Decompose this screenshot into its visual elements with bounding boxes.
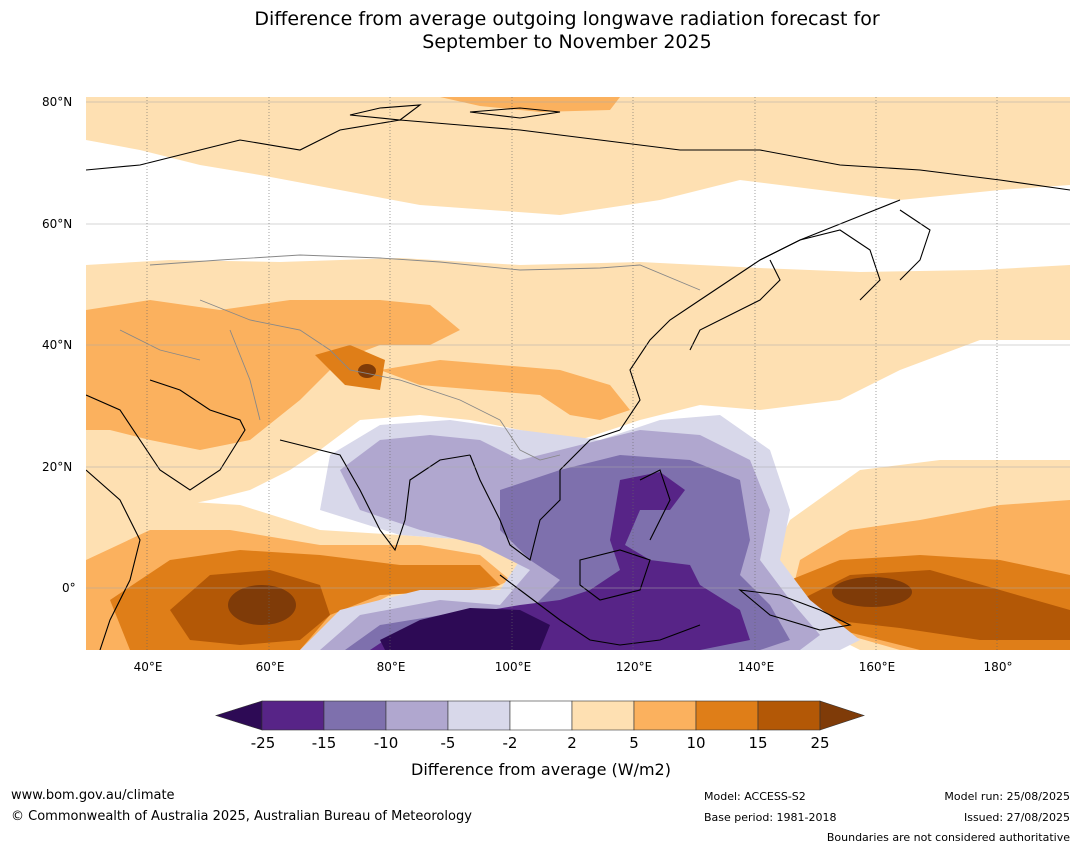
lat-label-20n: 20°N <box>42 460 73 474</box>
coast-arctic-islands <box>349 104 561 121</box>
chart-title: Difference from average outgoing longwav… <box>0 8 1081 54</box>
meridians <box>146 97 998 650</box>
lon-label-180: 180° <box>983 660 1013 674</box>
coast-indochina <box>469 429 621 561</box>
anomaly-orange-middle-east <box>86 300 460 450</box>
coast-philippines <box>639 469 671 541</box>
colorbar-tick: -25 <box>250 734 276 752</box>
lon-label-80e: 80°E <box>376 660 406 674</box>
colorbar-tick: -15 <box>311 734 337 752</box>
colorbar-tick: -10 <box>373 734 399 752</box>
lon-label-40e: 40°E <box>133 660 163 674</box>
model-name: Model: ACCESS-S2 <box>704 790 806 803</box>
colorbar-tick: 25 <box>810 734 830 752</box>
anomaly-orange-arctic <box>440 97 620 112</box>
lat-label-80n: 80°N <box>42 95 73 109</box>
coast-kamchatka <box>899 209 931 281</box>
anomaly-darkest-brown-pacific <box>832 577 912 607</box>
anomaly-brown-tibet <box>358 364 376 378</box>
coast-okhotsk <box>759 229 881 301</box>
boundaries-disclaimer: Boundaries are not considered authoritat… <box>826 831 1070 844</box>
colorbar-tick: 10 <box>686 734 706 752</box>
lon-label-100e: 100°E <box>494 660 532 674</box>
colorbar-tick: -5 <box>440 734 456 752</box>
lat-label-60n: 60°N <box>42 217 73 231</box>
graticule <box>86 101 1070 589</box>
anomaly-darkest-brown-indian <box>228 585 296 625</box>
coast-africa-east <box>86 469 141 650</box>
coast-russia-north <box>86 119 1070 191</box>
lon-label-60e: 60°E <box>255 660 285 674</box>
colorbar-tick: -2 <box>502 734 518 752</box>
anomaly-light-orange-arctic <box>86 97 1070 215</box>
anomaly-darkest-purple <box>380 608 550 650</box>
anomaly-dark-orange-tibet <box>315 345 385 390</box>
title-line-2: September to November 2025 <box>422 31 712 53</box>
coast-sumatra <box>499 574 701 646</box>
colorbar-tick: 2 <box>567 734 577 752</box>
copyright: © Commonwealth of Australia 2025, Austra… <box>11 809 472 824</box>
anomaly-orange-china <box>380 360 630 420</box>
country-borders <box>119 254 701 461</box>
coast-india <box>279 439 471 552</box>
colorbar-tick: 15 <box>748 734 768 752</box>
lat-label-equator: 0° <box>62 581 76 595</box>
base-period: Base period: 1981-2018 <box>704 811 837 824</box>
coast-china <box>619 199 901 431</box>
anomaly-dark-purple <box>370 472 750 650</box>
model-run: Model run: 25/08/2025 <box>944 790 1070 803</box>
colorbar-tick: 5 <box>629 734 639 752</box>
bom-url[interactable]: www.bom.gov.au/climate <box>11 788 175 803</box>
lon-label-120e: 120°E <box>615 660 653 674</box>
title-line-1: Difference from average outgoing longwav… <box>254 8 880 30</box>
lat-label-40n: 40°N <box>42 338 73 352</box>
coastlines <box>86 104 1070 650</box>
coast-borneo <box>579 549 651 601</box>
lon-label-140e: 140°E <box>737 660 775 674</box>
lon-label-160e: 160°E <box>858 660 896 674</box>
coast-korea-japan <box>689 259 781 351</box>
colorbar-title: Difference from average (W/m2) <box>411 760 671 779</box>
coast-arabia <box>86 379 246 491</box>
coast-new-guinea <box>738 589 852 631</box>
issued-date: Issued: 27/08/2025 <box>963 811 1070 824</box>
